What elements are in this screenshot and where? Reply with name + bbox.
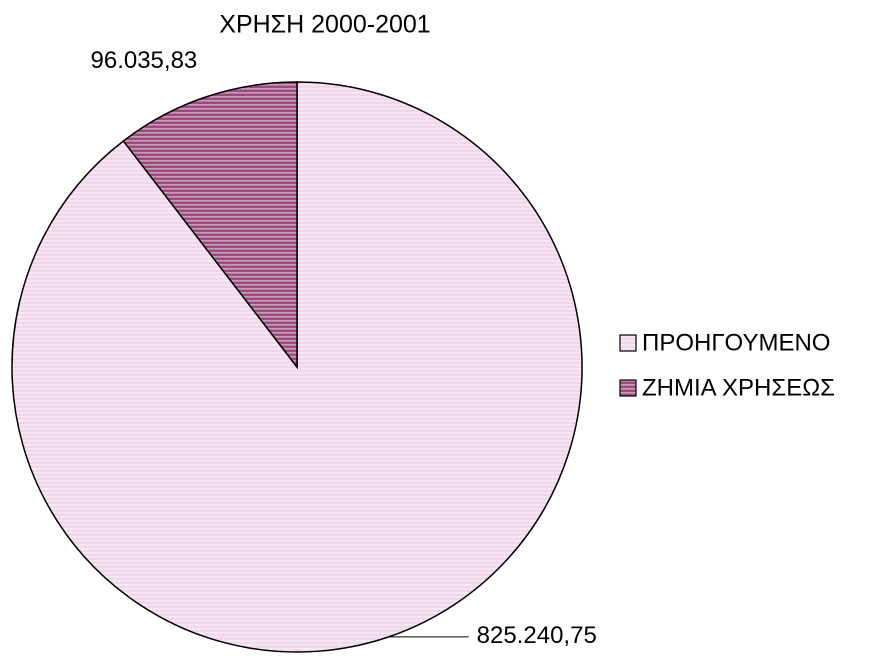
data-label: 96.035,83 — [91, 47, 198, 74]
legend-label: ΖΗΜΙΑ ΧΡΗΣΕΩΣ — [642, 374, 835, 401]
legend-label: ΠΡΟΗΓΟΥΜΕΝΟ — [642, 329, 830, 356]
legend-swatch — [619, 379, 637, 397]
data-label: 825.240,75 — [477, 622, 597, 649]
legend-swatch — [619, 334, 637, 352]
pie-slice — [122, 81, 298, 370]
chart-title: ΧΡΗΣΗ 2000-2001 — [219, 11, 430, 39]
